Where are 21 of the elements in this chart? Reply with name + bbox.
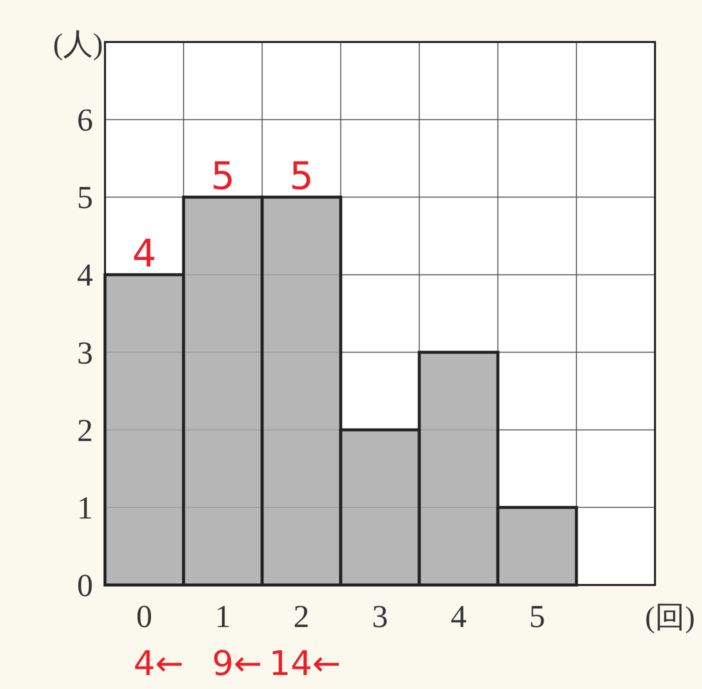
y-axis-title: (人) bbox=[53, 28, 103, 61]
x-tick-label: 2 bbox=[293, 598, 310, 634]
y-tick-label: 1 bbox=[77, 489, 93, 526]
text: 9← bbox=[212, 644, 262, 684]
data-label: 5 bbox=[289, 154, 314, 198]
y-tick-label: 4 bbox=[77, 256, 93, 293]
x-tick-label: 5 bbox=[529, 598, 546, 634]
y-tick-label: 5 bbox=[77, 179, 93, 216]
text: 14← bbox=[268, 644, 341, 684]
y-tick-label: 0 bbox=[77, 567, 93, 603]
data-label: 5 bbox=[210, 154, 235, 198]
x-tick-label: 0 bbox=[136, 598, 152, 634]
y-tick-label: 3 bbox=[77, 334, 93, 370]
y-tick-label: 6 bbox=[77, 102, 93, 138]
x-tick-label: 1 bbox=[214, 598, 231, 634]
text: 4← bbox=[133, 644, 184, 684]
data-label: 4 bbox=[132, 232, 156, 276]
x-tick-label: 4 bbox=[450, 598, 467, 634]
x-axis-title: (回) bbox=[645, 601, 695, 634]
x-tick-label: 3 bbox=[372, 598, 388, 634]
y-tick-label: 2 bbox=[77, 412, 93, 448]
